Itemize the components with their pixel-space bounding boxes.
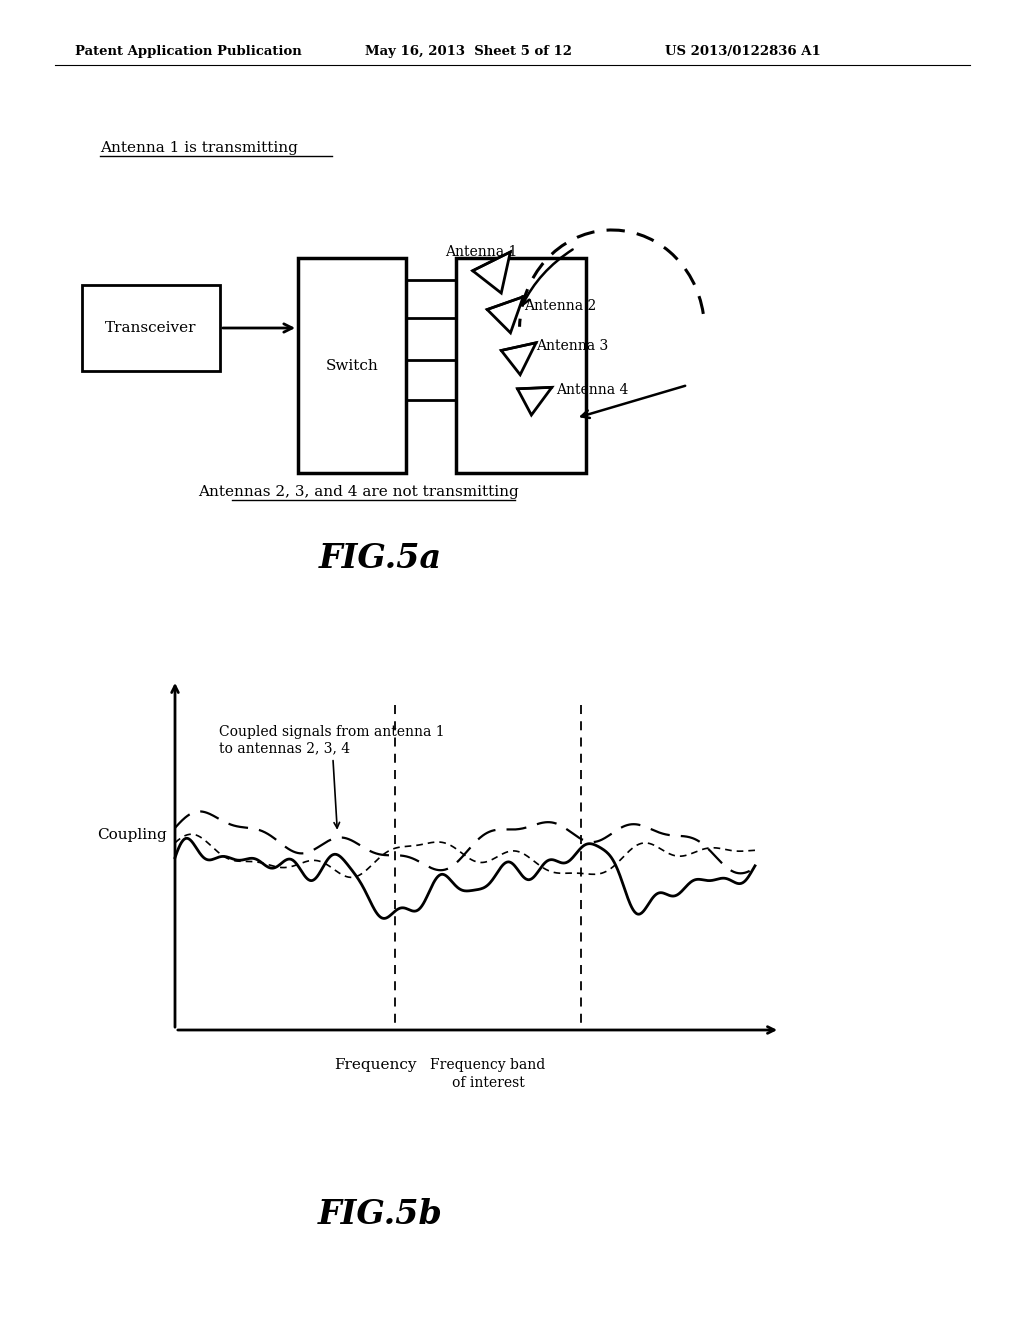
Text: Antenna 4: Antenna 4 [556,383,629,397]
Text: Frequency band
of interest: Frequency band of interest [430,1059,546,1090]
Bar [456,257,586,473]
Text: Coupling: Coupling [97,828,167,842]
Bar [82,285,220,371]
Polygon shape [473,252,510,293]
Text: Antenna 1: Antenna 1 [445,246,517,259]
Bar [298,257,406,473]
Text: US 2013/0122836 A1: US 2013/0122836 A1 [665,45,821,58]
Text: Antenna 3: Antenna 3 [536,339,608,352]
Text: FIG.5b: FIG.5b [317,1199,442,1232]
Text: Antenna 2: Antenna 2 [524,300,596,313]
Text: Switch: Switch [326,359,379,372]
Text: FIG.5a: FIG.5a [318,541,441,574]
Text: Antenna 1 is transmitting: Antenna 1 is transmitting [100,141,298,154]
Text: May 16, 2013  Sheet 5 of 12: May 16, 2013 Sheet 5 of 12 [365,45,572,58]
Text: Coupled signals from antenna 1
to antennas 2, 3, 4: Coupled signals from antenna 1 to antenn… [219,725,444,828]
Text: Antennas 2, 3, and 4 are not transmitting: Antennas 2, 3, and 4 are not transmittin… [198,484,518,499]
Polygon shape [517,387,552,414]
Text: Patent Application Publication: Patent Application Publication [75,45,302,58]
Text: Transceiver: Transceiver [105,321,197,335]
Text: Frequency: Frequency [334,1059,416,1072]
Polygon shape [501,343,537,375]
Polygon shape [487,297,523,333]
